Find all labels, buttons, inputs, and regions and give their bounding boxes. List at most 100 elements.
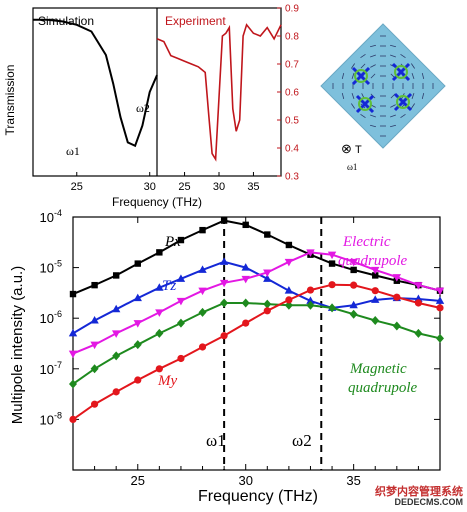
field-arrow <box>369 124 377 128</box>
square-marker <box>372 272 379 279</box>
square-marker <box>112 272 120 279</box>
triangle-down-marker <box>111 330 121 338</box>
my-label: My <box>157 373 177 389</box>
triangle-down-marker <box>349 258 358 267</box>
sim-x-tick-label: 25 <box>71 181 83 193</box>
triangle-down-marker <box>155 309 164 317</box>
resonator-bar <box>355 94 375 114</box>
field-arrow <box>411 63 415 69</box>
field-arrow <box>370 114 376 118</box>
magnetic-quadrupole-label-line1: Magnetic <box>349 361 407 377</box>
resonator-ring <box>354 69 368 83</box>
electric-quadrupole-label-line2: quadrupole <box>338 253 408 269</box>
circle-marker <box>393 293 401 301</box>
omega1-annotation-top: ω1 <box>66 144 80 158</box>
tick-exponent: -5 <box>54 259 62 269</box>
square-marker <box>199 226 206 234</box>
square-marker <box>177 236 185 244</box>
watermark-line1: 织梦内容管理系统 <box>375 486 463 499</box>
field-arrow <box>390 104 396 108</box>
tick-exponent: -4 <box>54 208 62 218</box>
field-arrow <box>421 92 425 100</box>
triangle-down-marker <box>176 297 186 306</box>
circle-marker <box>285 296 293 304</box>
circle-marker <box>328 281 336 289</box>
field-arrow <box>351 93 355 99</box>
omega2-annotation-bottom: ω2 <box>292 431 312 450</box>
electric-quadrupole-label-line1: Electric <box>342 234 391 250</box>
field-arrow <box>369 44 377 48</box>
multipole-series <box>68 217 445 423</box>
field-arrow <box>370 64 376 68</box>
diamond-marker <box>371 316 380 326</box>
square-marker <box>134 260 141 267</box>
triangle-up-marker <box>111 304 121 313</box>
series-line <box>72 251 441 355</box>
square-marker <box>220 217 228 224</box>
triangle-up-marker <box>371 295 380 303</box>
circle-marker <box>306 286 315 294</box>
square-marker <box>285 241 293 249</box>
circle-marker <box>242 319 250 327</box>
electric-quadrupole-label: Electric quadrupole <box>338 234 408 269</box>
circle-marker <box>198 343 207 351</box>
top-panel: 25 30 25 30 35 0.3 0.4 0.5 0.6 0.7 0.8 0.9 Simulati… <box>3 4 299 210</box>
watermark: 织梦内容管理系统 DEDECMS.COM <box>375 486 463 508</box>
field-arrow <box>411 93 415 99</box>
square-marker <box>328 260 336 267</box>
exp-y-tick-label: 0.8 <box>285 32 299 43</box>
exp-y-tick-label: 0.4 <box>285 144 299 155</box>
omega1-annotation-bottom: ω1 <box>206 431 226 450</box>
circle-marker <box>112 388 120 396</box>
field-arrow <box>341 72 345 80</box>
triangle-down-marker <box>133 320 142 328</box>
series-line <box>72 302 441 385</box>
resonator-ring <box>396 95 410 109</box>
px-label: Px <box>164 234 181 250</box>
magnetic-quadrupole-label-line2: quadrupole <box>348 380 418 396</box>
circle-marker <box>263 307 271 315</box>
magnetic-quadrupole-label: Magnetic quadrupole <box>348 361 418 396</box>
resonator-bar <box>391 62 411 82</box>
square-marker <box>242 221 249 229</box>
triangle-down-marker <box>435 287 445 296</box>
field-arrow <box>421 72 425 80</box>
triangle-up-marker <box>68 328 78 337</box>
circle-marker <box>220 332 228 340</box>
square-marker <box>264 231 271 238</box>
triangle-up-marker <box>198 265 207 273</box>
triangle-up-marker <box>263 274 272 282</box>
triangle-down-marker <box>68 350 78 359</box>
tick-exponent: -6 <box>54 309 62 319</box>
triangle-up-marker <box>219 257 229 265</box>
diamond-marker <box>69 379 77 389</box>
diamond-marker <box>155 328 164 338</box>
exp-y-tick-label: 0.3 <box>285 172 299 183</box>
square-marker <box>91 281 98 289</box>
diamond-marker <box>392 321 401 331</box>
experiment-plot <box>156 23 282 162</box>
series-1 <box>68 257 445 337</box>
simulation-title: Simulation <box>38 14 94 28</box>
diamond-marker <box>220 298 229 308</box>
exp-x-tick-label: 25 <box>178 181 190 193</box>
field-arrow <box>341 92 345 100</box>
diamond-marker <box>328 303 337 313</box>
field-arrow <box>389 44 397 48</box>
transmission-axis-label: Transmission <box>3 65 17 136</box>
exp-x-tick-label: 35 <box>247 181 259 193</box>
bottom-x-tick-label: 30 <box>238 473 252 488</box>
field-arrow <box>400 54 406 58</box>
field-arrow <box>351 103 355 109</box>
bottom-x-axis-label: Frequency (THz) <box>198 488 318 505</box>
circle-marker <box>90 400 99 408</box>
circle-marker <box>436 304 444 312</box>
diamond-marker <box>198 307 207 317</box>
tick-base: 10 <box>40 412 54 427</box>
tick-base: 10 <box>40 210 54 225</box>
omega2-annotation-top: ω2 <box>136 101 150 115</box>
square-marker <box>350 266 357 274</box>
exp-y-tick-label: 0.7 <box>285 60 299 71</box>
field-arrow <box>411 103 415 109</box>
triangle-up-marker <box>306 296 315 304</box>
